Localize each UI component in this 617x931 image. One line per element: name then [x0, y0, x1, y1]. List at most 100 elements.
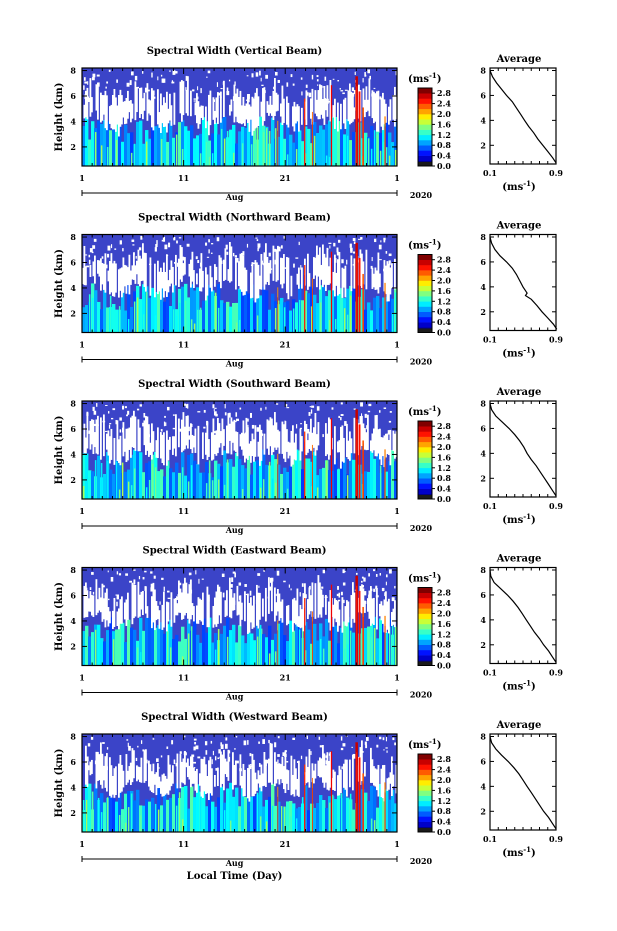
heatmap-gap — [145, 426, 149, 429]
heatmap-gap — [239, 434, 242, 447]
heatmap-event-core — [359, 434, 360, 499]
heatmap-gap — [98, 260, 101, 277]
heatmap-column — [202, 300, 206, 333]
heatmap-gap — [251, 262, 254, 298]
heatmap-gap — [320, 589, 323, 618]
heatmap-gap — [225, 737, 228, 741]
heatmap-gap — [190, 259, 192, 288]
heatmap-gap — [246, 75, 249, 77]
heatmap-gap — [118, 573, 122, 576]
heatmap-gap — [101, 256, 104, 259]
heatmap-column — [388, 132, 392, 166]
heatmap-gap — [272, 425, 275, 453]
heatmap-gap — [144, 87, 148, 93]
colorbar-segment — [418, 129, 432, 136]
heatmap-gap — [145, 749, 147, 781]
heatmap-plume — [346, 135, 349, 166]
heatmap-column — [289, 310, 293, 333]
x-tick-label: 11 — [178, 839, 189, 849]
heatmap-gap — [249, 753, 252, 757]
heatmap-column — [247, 796, 251, 832]
heatmap-gap — [235, 431, 237, 452]
heatmap-column — [370, 310, 374, 333]
heatmap-gap — [346, 759, 348, 797]
heatmap-column — [151, 287, 155, 333]
heatmap-column — [322, 800, 326, 832]
heatmap-gap — [309, 406, 312, 408]
x-tick-label: 1 — [394, 340, 400, 350]
heatmap-column — [238, 131, 242, 166]
heatmap-plume — [199, 153, 202, 166]
heatmap-column — [208, 617, 212, 666]
heatmap-gap — [220, 88, 223, 90]
heatmap-column — [313, 807, 317, 832]
colorbar-tick-label: 0.0 — [437, 827, 451, 837]
heatmap-gap — [200, 758, 203, 797]
heatmap-column — [172, 137, 176, 166]
heatmap-gap — [301, 609, 303, 628]
heatmap-gap — [113, 599, 116, 602]
heatmap-column — [100, 123, 104, 166]
x-tick-label: 1 — [79, 673, 85, 683]
heatmap-column — [346, 617, 350, 666]
heatmap-gap — [337, 775, 339, 796]
heatmap-column — [379, 132, 383, 166]
heatmap-column — [202, 472, 206, 499]
heatmap-plume — [82, 486, 85, 499]
heatmap-gap — [210, 252, 213, 254]
heatmap-gap — [179, 428, 183, 432]
heatmap-gap — [380, 98, 383, 101]
heatmap-gap — [96, 422, 99, 424]
year-label: 2020 — [410, 856, 433, 866]
heatmap-gap — [275, 249, 278, 282]
heatmap-gap — [137, 581, 140, 618]
heatmap-gap — [388, 777, 390, 790]
heatmap-gap — [136, 765, 138, 782]
heatmap-gap — [121, 764, 123, 792]
heatmap-gap — [127, 592, 129, 620]
heatmap-gap — [292, 425, 294, 465]
heatmap-gap — [232, 421, 234, 443]
heatmap-gap — [206, 421, 209, 460]
heatmap-plume — [223, 810, 226, 832]
heatmap-gap — [150, 587, 153, 592]
heatmap-gap — [350, 91, 353, 124]
heatmap-gap — [379, 573, 381, 576]
heatmap-gap — [112, 263, 114, 297]
heatmap-gap — [122, 101, 125, 118]
heatmap-gap — [329, 245, 331, 249]
profile-x-label: (ms-1) — [502, 346, 535, 360]
heatmap-gap — [283, 236, 286, 239]
heatmap-gap — [91, 759, 93, 774]
heatmap-gap — [394, 86, 396, 127]
heatmap-column — [196, 784, 200, 832]
heatmap-column — [106, 630, 110, 666]
heatmap-gap — [185, 762, 189, 768]
profile-x-tick-label: 0.1 — [483, 668, 497, 678]
heatmap-plume — [130, 485, 133, 499]
heatmap-plume — [217, 479, 220, 499]
heatmap-gap — [308, 92, 312, 98]
heatmap-gap — [368, 78, 371, 117]
heatmap-gap — [163, 421, 166, 427]
heatmap-event-core — [356, 752, 358, 832]
heatmap-column — [346, 288, 350, 333]
colorbar-segment — [418, 467, 432, 474]
heatmap-gap — [202, 592, 204, 625]
heatmap-gap — [89, 762, 92, 776]
heatmap-gap — [385, 433, 387, 458]
colorbar-tick-label: 1.2 — [437, 296, 451, 306]
heatmap-gap — [224, 758, 227, 775]
heatmap-gap — [185, 404, 188, 408]
heatmap-column — [304, 785, 308, 832]
heatmap-gap — [278, 246, 281, 252]
heatmap-plume — [379, 150, 382, 166]
heatmap-gap — [290, 275, 293, 297]
x-tick-label: 11 — [178, 506, 189, 516]
heatmap-plume — [199, 307, 202, 333]
heatmap-gap — [324, 596, 328, 598]
heatmap-gap — [286, 82, 289, 87]
heatmap-gap — [152, 763, 155, 794]
heatmap-gap — [242, 263, 244, 269]
heatmap-gap — [232, 571, 236, 574]
